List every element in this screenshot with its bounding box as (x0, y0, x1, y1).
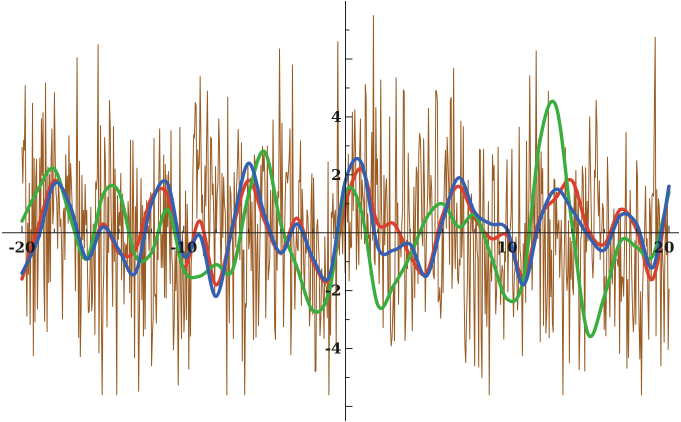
y-tick-label: 4 (331, 108, 341, 126)
x-tick-label: -10 (170, 239, 197, 257)
y-tick-label: -2 (325, 282, 342, 300)
green-series-line (20, 99, 671, 339)
y-tick-label: 2 (331, 166, 341, 184)
tick-labels: -20 -10 10 20 -4 -2 2 4 (8, 108, 674, 358)
x-tick-label: 20 (654, 239, 675, 257)
x-tick-label: 10 (497, 239, 518, 257)
x-tick-label: -20 (8, 239, 35, 257)
y-tick-label: -4 (325, 340, 342, 358)
